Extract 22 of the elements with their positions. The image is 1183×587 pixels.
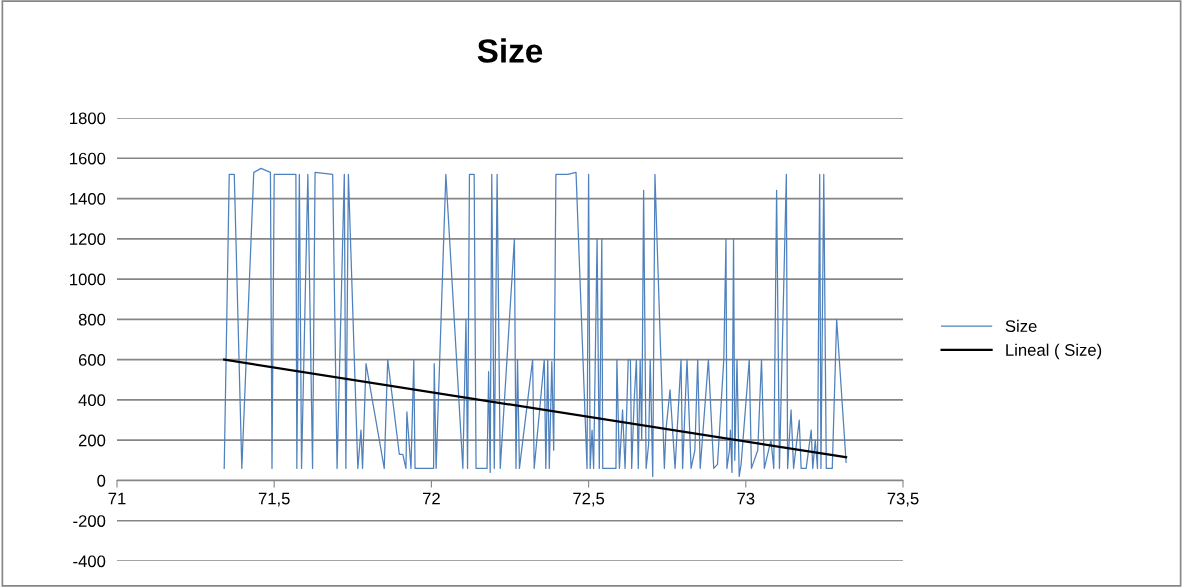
x-tick-label: 73,5: [887, 492, 919, 507]
x-tick-label: 73: [737, 492, 755, 505]
y-tick-label: 1200: [70, 233, 106, 246]
y-tick-label: 1000: [70, 273, 106, 286]
legend-label: Size: [1005, 319, 1037, 333]
line-series: [223, 167, 847, 478]
y-tick-label: 600: [78, 354, 106, 366]
y-tick-label: 1400: [70, 192, 106, 205]
y-tick-label: 800: [78, 313, 106, 326]
y-tick-label: 1800: [70, 112, 106, 125]
x-tick-label: 72: [422, 492, 440, 505]
y-tick-label: 0: [97, 474, 106, 487]
y-tick-label: -200: [73, 515, 106, 527]
y-tick-label: 1600: [70, 152, 106, 165]
y-tick-label: 200: [78, 434, 106, 447]
legend-label: Lineal ( Size): [1006, 343, 1102, 360]
chart-title: Size: [477, 38, 543, 63]
y-tick-label: -400: [73, 555, 106, 568]
x-tick-label: 71: [108, 492, 126, 505]
x-tick-label: 71,5: [258, 492, 290, 507]
x-tick-label: 72,5: [573, 492, 605, 507]
y-tick-label: 400: [78, 394, 106, 407]
